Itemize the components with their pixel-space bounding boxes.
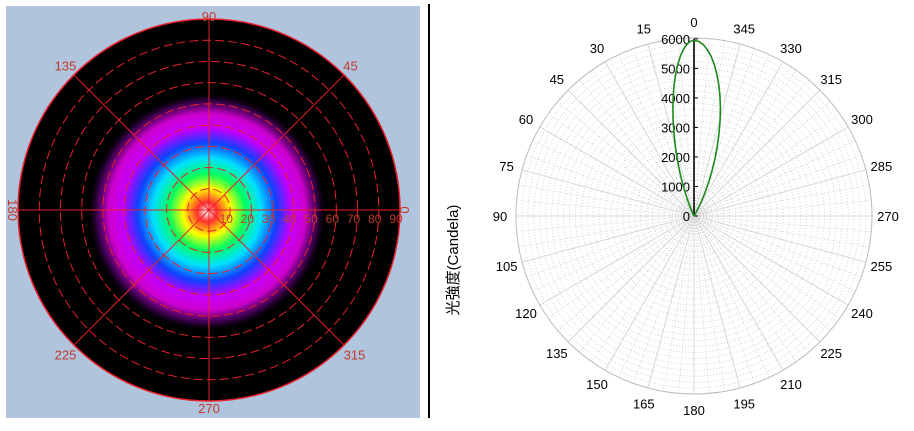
angle-tick-label: 180 xyxy=(6,199,20,221)
polar-intensity-chart: 0 345330315300285270255240225210195180165… xyxy=(493,15,899,418)
angle-tick-label: 45 xyxy=(343,58,357,73)
radial-tick-label: 60 xyxy=(326,212,340,226)
polar-angle-label: 105 xyxy=(496,259,518,274)
radial-tick-label: 3000 xyxy=(661,120,690,135)
radial-tick-label: 2000 xyxy=(661,150,690,165)
angle-grid-line xyxy=(73,74,210,211)
radial-tick-label: 0 xyxy=(683,209,690,224)
polar-angle-label: 210 xyxy=(780,377,802,392)
polar-major-spoke xyxy=(539,215,695,306)
polar-angle-label: 330 xyxy=(780,41,802,56)
angle-tick-label: 225 xyxy=(55,348,77,363)
polar-angle-label: 180 xyxy=(683,403,705,418)
polar-plot-panel: 0 345 330 315 300 285 270 255 240 225 210 195 180 165… xyxy=(470,0,914,426)
polar-major-spoke xyxy=(693,126,849,217)
polar-major-spoke xyxy=(539,126,695,217)
polar-minor-spoke xyxy=(693,215,872,232)
polar-major-spoke xyxy=(521,215,695,263)
radial-tick-label: 20 xyxy=(241,212,255,226)
radial-tick-label: 70 xyxy=(347,212,361,226)
intensity-map-chart: 10 20 30 40 50 60 70 80 90 90 45 0 315 270 225 180 135 xyxy=(5,6,420,418)
angle-tick-label: 90 xyxy=(202,9,216,24)
polar-major-spoke xyxy=(693,215,849,306)
polar-angle-label: 285 xyxy=(871,159,893,174)
polar-angle-label: 75 xyxy=(499,159,513,174)
polar-major-spoke xyxy=(647,215,695,389)
polar-angle-label: 345 xyxy=(733,22,755,37)
polar-angle-label: 315 xyxy=(820,72,842,87)
polar-minor-spoke xyxy=(693,215,770,378)
polar-minor-spoke xyxy=(516,200,695,217)
polar-major-spoke xyxy=(693,215,784,371)
polar-angle-label: 300 xyxy=(851,112,873,127)
polar-major-spoke xyxy=(521,169,695,217)
polar-major-spoke xyxy=(693,169,867,217)
radial-tick-label: 10 xyxy=(220,212,234,226)
radial-tick-label: 80 xyxy=(368,212,382,226)
polar-angle-label: 120 xyxy=(515,306,537,321)
angle-tick-label: 0 xyxy=(397,206,412,213)
polar-major-spoke xyxy=(693,215,741,389)
polar-major-spoke xyxy=(693,43,741,217)
polar-angle-label: 90 xyxy=(493,209,507,224)
radial-tick-label: 4000 xyxy=(661,91,690,106)
polar-major-spoke xyxy=(647,43,695,217)
angle-tick-label: 135 xyxy=(55,58,77,73)
polar-angle-label: 45 xyxy=(550,72,564,87)
radial-tick-label: 40 xyxy=(283,212,297,226)
panel-divider xyxy=(428,4,430,418)
polar-major-spoke xyxy=(567,89,695,217)
radial-tick-label: 5000 xyxy=(661,61,690,76)
polar-major-spoke xyxy=(693,215,821,343)
polar-major-spoke xyxy=(604,215,695,371)
angle-tick-label: 315 xyxy=(344,348,366,363)
polar-outer-ring xyxy=(515,37,873,395)
polar-angle-label: 240 xyxy=(851,306,873,321)
polar-major-spoke xyxy=(567,215,695,343)
angle-grid-line xyxy=(73,209,210,346)
polar-angle-label: 135 xyxy=(546,346,568,361)
polar-angle-label: 165 xyxy=(633,396,655,411)
radial-axis-label-area: 光強度(Candela) xyxy=(438,190,466,330)
intensity-map-panel: 10 20 30 40 50 60 70 80 90 90 45 0 315 270 225 180 135 xyxy=(5,6,420,418)
polar-major-spoke xyxy=(693,89,821,217)
intensity-curve xyxy=(672,39,722,217)
angle-grid-line xyxy=(208,209,345,346)
polar-major-spoke xyxy=(604,61,695,217)
angle-tick-label: 270 xyxy=(198,401,220,416)
polar-minor-spoke xyxy=(693,215,856,292)
polar-angle-label: 60 xyxy=(519,112,533,127)
radial-tick-label: 30 xyxy=(262,212,276,226)
polar-minor-spoke xyxy=(693,69,797,217)
polar-angle-label: 225 xyxy=(820,346,842,361)
radial-tick-label: 6000 xyxy=(661,32,690,47)
radial-tick-label: 50 xyxy=(304,212,318,226)
polar-major-spoke xyxy=(693,215,867,263)
polar-angle-label: 30 xyxy=(590,41,604,56)
radial-axis-label: 光強度(Candela) xyxy=(445,205,462,316)
radial-tick-label: 90 xyxy=(389,212,403,226)
polar-angle-label: 150 xyxy=(586,377,608,392)
angle-grid-line xyxy=(208,74,345,211)
polar-angle-label: 270 xyxy=(877,209,899,224)
polar-angle-label: 255 xyxy=(871,259,893,274)
polar-major-spoke xyxy=(693,61,784,217)
polar-minor-spoke xyxy=(693,215,710,394)
polar-angle-label: 0 xyxy=(690,15,697,30)
polar-angle-label: 15 xyxy=(637,22,651,37)
polar-angle-label: 195 xyxy=(733,396,755,411)
